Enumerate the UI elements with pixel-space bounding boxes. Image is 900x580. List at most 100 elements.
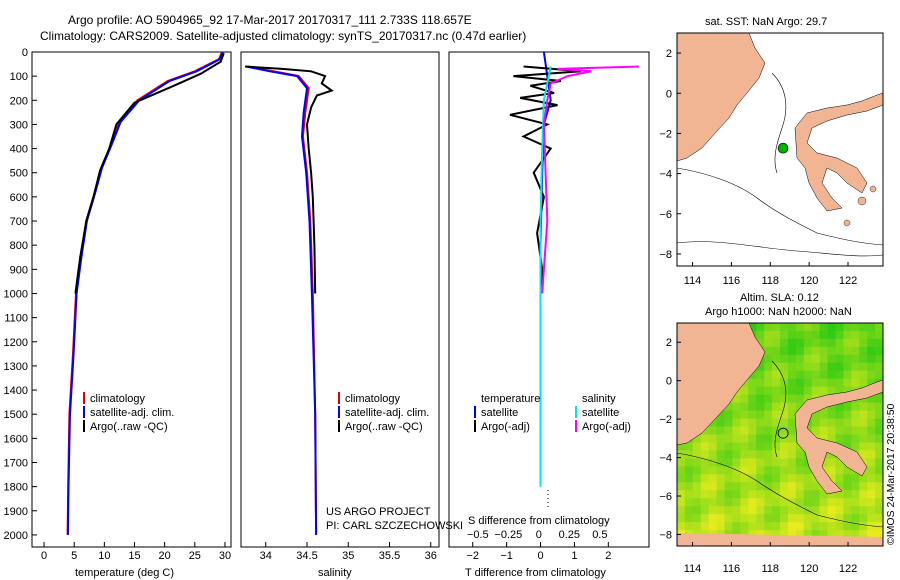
- sla-cell: [708, 498, 718, 507]
- sla-cell: [803, 370, 813, 380]
- map-y-tick-label: 0: [666, 376, 672, 388]
- sla-cell: [764, 426, 773, 436]
- sla-cell: [732, 458, 741, 467]
- legend-argo: Argo(..raw -QC): [90, 421, 168, 433]
- sla-cell: [756, 530, 765, 539]
- map-x-tick-label: 114: [684, 563, 702, 575]
- sla-cell: [787, 482, 797, 491]
- sla-cell: [692, 482, 702, 491]
- sla-cell: [843, 338, 852, 348]
- sla-cell: [684, 458, 694, 467]
- sla-cell: [772, 506, 781, 515]
- legend-climatology: climatology: [90, 393, 146, 405]
- y-tick-label: 1500: [4, 409, 28, 421]
- sla-cell: [827, 458, 836, 467]
- sla-cell: [756, 338, 765, 348]
- sla-cell: [787, 506, 797, 515]
- sla-cell: [740, 466, 749, 475]
- sla-cell: [740, 458, 749, 467]
- sla-cell: [843, 370, 852, 380]
- series-line-climatology: [66, 51, 223, 535]
- sla-cell: [780, 410, 789, 420]
- sla-cell: [835, 426, 844, 436]
- sla-cell: [875, 434, 883, 444]
- imos-credit: ©IMOS 24-Mar-2017 20:38:50: [885, 403, 897, 545]
- sla-cell: [708, 466, 718, 475]
- map-x-tick-label: 122: [839, 275, 857, 287]
- sla-cell: [716, 482, 726, 491]
- sla-cell: [732, 426, 741, 436]
- sla-cell: [732, 410, 741, 420]
- y-tick-label: 2000: [4, 530, 28, 542]
- sla-cell: [677, 458, 686, 467]
- sla-cell: [756, 386, 765, 396]
- sla-cell: [795, 331, 805, 340]
- sla-cell: [748, 458, 757, 467]
- sla-cell: [764, 490, 773, 499]
- sla-cell: [780, 522, 789, 531]
- sla-cell: [819, 338, 829, 348]
- sla-cell: [708, 490, 718, 499]
- sla-cell: [811, 354, 821, 364]
- sla-cell: [772, 331, 781, 340]
- sla-cell: [772, 370, 781, 380]
- sla-cell: [811, 346, 821, 356]
- sla-cell: [859, 426, 868, 436]
- legend-satellite: satellite-adj. clim.: [345, 407, 429, 419]
- y-tick-label: 300: [10, 119, 28, 131]
- sla-cell: [867, 323, 876, 332]
- sla-cell: [772, 442, 781, 452]
- sla-cell: [787, 378, 797, 388]
- sla-cell: [867, 434, 876, 444]
- sla-cell: [835, 418, 844, 428]
- sla-cell: [787, 458, 797, 467]
- sla-cell: [819, 426, 829, 436]
- sla-cell: [764, 450, 773, 459]
- sla-cell: [843, 442, 852, 452]
- float-marker: [777, 142, 789, 154]
- sla-cell: [867, 514, 876, 523]
- sla-map-panel: Altim. SLA: 0.12 Argo h1000: NaN h2000: …: [659, 292, 884, 575]
- sla-cell: [780, 426, 789, 436]
- sla-cell: [851, 362, 860, 372]
- sla-cell: [780, 354, 789, 364]
- sla-cell: [835, 346, 844, 356]
- sla-cell: [756, 466, 765, 475]
- sla-cell: [851, 490, 860, 499]
- sla-cell: [819, 522, 829, 531]
- sla-cell: [787, 442, 797, 452]
- sla-cell: [732, 498, 741, 507]
- sla-cell: [732, 474, 741, 483]
- sla-cell: [772, 418, 781, 428]
- sla-cell: [692, 490, 702, 499]
- sla-cell: [859, 490, 868, 499]
- sla-cell: [684, 490, 694, 499]
- legend-temperature-title: temperature: [481, 393, 540, 405]
- sla-cell: [708, 434, 718, 444]
- sla-cell: [748, 498, 757, 507]
- sla-cell: [843, 418, 852, 428]
- sla-cell: [851, 338, 860, 348]
- sla-cell: [740, 426, 749, 436]
- sla-cell: [692, 498, 702, 507]
- sla-cell: [859, 434, 868, 444]
- sla-cell: [851, 410, 860, 420]
- legend-t-argo: Argo(-adj): [481, 421, 530, 433]
- sla-cell: [780, 386, 789, 396]
- sla-cell: [795, 490, 805, 499]
- sla-cell: [756, 442, 765, 452]
- sla-cell: [851, 498, 860, 507]
- sla-cell: [787, 410, 797, 420]
- sla-cell: [756, 378, 765, 388]
- sla-cell: [851, 346, 860, 356]
- sla-cell: [875, 362, 883, 372]
- map-x-tick-label: 118: [762, 275, 780, 287]
- sla-cell: [835, 482, 844, 491]
- legend-satellite: satellite-adj. clim.: [90, 407, 174, 419]
- sla-cell: [851, 378, 860, 388]
- y-tick-label: 200: [10, 95, 28, 107]
- sla-cell: [803, 482, 813, 491]
- sla-cell: [843, 402, 852, 412]
- sla-cell: [764, 522, 773, 531]
